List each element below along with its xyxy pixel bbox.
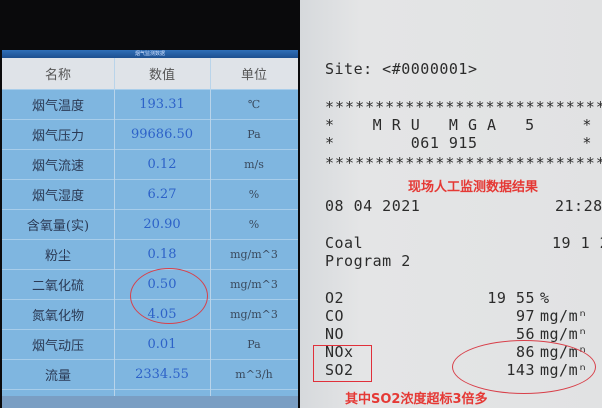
serial-line: * 061 915 * [325,134,592,152]
row-unit: % [248,218,260,231]
caption-top: 现场人工监测数据结果 [408,180,539,195]
row-unit: ℃ [247,98,261,111]
row-value: 0.12 [147,157,177,172]
highlight-ellipse-screen [130,268,208,324]
row-name: 烟气温度 [31,99,84,114]
table-row: 流量 2334.55 m^3/h [2,360,298,390]
reading-name: O2 [325,289,345,307]
reading-name: NOx [325,343,354,361]
row-name: 烟气动压 [31,339,84,354]
row-name: 烟气湿度 [31,189,84,204]
reading-name: CO [325,307,345,325]
reading-value: 56 [515,325,535,343]
stars-line: **************************** [325,98,602,116]
fuel-value: 19 1 2 [552,234,602,252]
caption-bottom: 其中SO2浓度超标3倍多 [345,392,488,407]
column-divider [210,58,211,398]
reading-value: 19 55 [487,289,535,307]
row-unit: % [248,188,260,201]
row-name: 流量 [44,369,71,384]
table-row: 粉尘 0.18 mg/m^3 [2,240,298,270]
row-value: 0.18 [147,247,177,262]
row-name: 烟气流速 [31,159,84,174]
row-value: 20.90 [143,217,181,232]
reading-unit: mg/mⁿ [540,325,588,343]
table-row: 烟气湿度 6.27% [2,180,298,210]
highlight-ellipse-printout [452,340,596,394]
row-value: 2334.55 [135,367,189,382]
row-unit: mg/m^3 [230,308,278,321]
row-name: 二氧化硫 [31,279,84,294]
monitor-screen-photo: 烟气监测数据 名称 数值 单位 烟气温度 193.31 ℃ 烟气压力 99686.50 P… [0,0,300,408]
row-unit: Pa [247,128,261,141]
table-row: 含氧量(实) 20.90% [2,210,298,240]
table-row: 烟气动压 0.01 Pa [2,330,298,360]
table-row: 烟气流速 0.12 m/s [2,150,298,180]
reading-unit: mg/mⁿ [540,307,588,325]
program: Program 2 [325,252,411,270]
monitor-data-table: 名称 数值 单位 烟气温度 193.31 ℃ 烟气压力 99686.50 Pa 烟气流速 0.… [2,58,298,398]
row-name: 粉尘 [44,249,71,264]
reading-unit: % [540,289,550,307]
row-unit: m^3/h [235,368,273,381]
row-value: 193.31 [139,97,185,112]
row-unit: mg/m^3 [230,278,278,291]
reading-name: NO [325,325,345,343]
row-name: 氮氧化物 [31,309,84,324]
table-row: 烟气温度 193.31 ℃ [2,90,298,120]
screen-title-bar: 烟气监测数据 [2,50,298,58]
header-unit: 单位 [240,68,267,83]
stars-line: **************************** [325,154,602,172]
row-unit: mg/m^3 [230,248,278,261]
row-unit: Pa [247,338,261,351]
device-line: * M R U M G A 5 * [325,116,592,134]
header-name: 名称 [44,68,71,83]
header-value: 数值 [148,68,175,83]
row-name: 含氧量(实) [26,219,90,234]
time: 21:28 [555,197,602,215]
site-line: Site: <#0000001> [325,60,478,78]
row-value: 6.27 [147,187,177,202]
row-value: 0.01 [147,337,177,352]
reading-value: 97 [515,307,535,325]
table-header: 名称 数值 单位 [2,58,298,90]
column-divider [114,58,115,398]
printout-photo: Site: <#0000001> ***********************… [300,0,602,408]
reading-name: SO2 [325,361,354,379]
row-value: 99686.50 [130,127,194,142]
row-name: 烟气压力 [31,129,84,144]
fuel: Coal [325,234,364,252]
screen-bottom-bar [2,396,298,408]
date: 08 04 2021 [325,197,421,215]
highlight-box-nox-so2 [313,345,372,382]
row-unit: m/s [244,158,264,171]
table-row: 烟气压力 99686.50 Pa [2,120,298,150]
